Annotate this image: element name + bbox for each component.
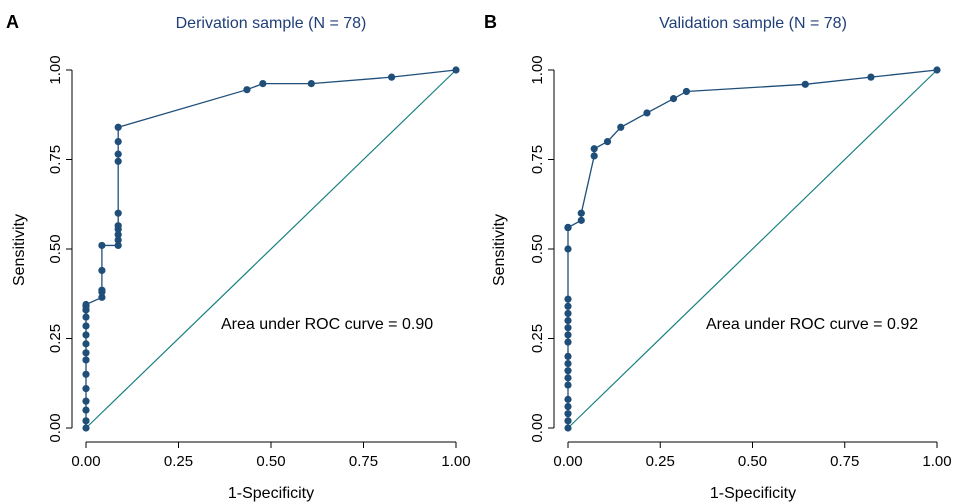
roc-point bbox=[82, 385, 90, 393]
roc-point bbox=[82, 300, 90, 309]
roc-point bbox=[259, 80, 267, 88]
roc-point bbox=[452, 66, 460, 74]
roc-point bbox=[564, 410, 572, 418]
roc-point bbox=[590, 152, 598, 160]
ylabel: Sensitivity bbox=[491, 214, 508, 286]
reference-diagonal bbox=[567, 69, 938, 429]
panel-label: A bbox=[6, 12, 19, 32]
y-tick-label: 0.25 bbox=[47, 324, 64, 353]
roc-point bbox=[82, 424, 90, 432]
roc-point bbox=[564, 381, 572, 389]
roc-point bbox=[564, 223, 572, 232]
roc-point bbox=[114, 157, 122, 165]
roc-point bbox=[801, 80, 809, 88]
y-tick-label: 0.25 bbox=[529, 324, 546, 353]
panel-b: B Validation sample (N = 78) Sensitivity… bbox=[478, 0, 956, 504]
roc-point bbox=[114, 138, 122, 146]
x-tick-label: 1.00 bbox=[441, 453, 470, 470]
roc-point bbox=[564, 245, 572, 253]
chart-title: Validation sample (N = 78) bbox=[659, 15, 847, 32]
roc-point bbox=[243, 86, 251, 94]
roc-point bbox=[307, 80, 315, 88]
roc-point bbox=[82, 340, 90, 348]
y-tick-label: 1.00 bbox=[529, 55, 546, 84]
roc-point bbox=[82, 322, 90, 330]
auc-annotation: Area under ROC curve = 0.90 bbox=[221, 316, 433, 333]
roc-point bbox=[98, 286, 106, 294]
x-tick-label: 0.50 bbox=[256, 453, 285, 470]
y-tick-label: 0.75 bbox=[47, 145, 64, 174]
roc-point bbox=[933, 66, 941, 74]
roc-point bbox=[617, 123, 625, 131]
roc-point bbox=[82, 397, 90, 405]
y-tick-label: 0.00 bbox=[47, 413, 64, 442]
roc-point bbox=[388, 73, 396, 81]
xlabel: 1-Specificity bbox=[228, 485, 314, 502]
roc-point bbox=[82, 356, 90, 364]
y-tick-label: 0.75 bbox=[529, 145, 546, 174]
roc-point bbox=[82, 417, 90, 425]
roc-point bbox=[590, 145, 598, 153]
roc-point bbox=[114, 123, 122, 131]
xlabel: 1-Specificity bbox=[710, 485, 796, 502]
reference-diagonal bbox=[85, 69, 457, 429]
roc-point bbox=[564, 424, 572, 432]
roc-point bbox=[669, 95, 678, 103]
x-tick-label: 0.25 bbox=[164, 453, 193, 470]
roc-point bbox=[82, 331, 90, 339]
roc-point bbox=[564, 324, 572, 332]
roc-point bbox=[564, 374, 572, 382]
x-tick-label: 0.75 bbox=[349, 453, 378, 470]
roc-point bbox=[564, 331, 572, 339]
roc-point bbox=[564, 302, 572, 310]
panel-a: A Derivation sample (N = 78) Sensitivity… bbox=[6, 12, 471, 502]
roc-point bbox=[564, 417, 572, 425]
roc-point bbox=[564, 317, 572, 325]
roc-point bbox=[603, 138, 612, 146]
roc-point bbox=[682, 87, 691, 96]
roc-point bbox=[114, 150, 122, 158]
panel-label: B bbox=[484, 12, 497, 32]
roc-point bbox=[114, 236, 122, 244]
roc-point bbox=[114, 222, 122, 230]
y-tick-label: 0.50 bbox=[47, 234, 64, 263]
x-tick-label: 1.00 bbox=[922, 453, 951, 470]
roc-point bbox=[577, 216, 585, 224]
chart-title: Derivation sample (N = 78) bbox=[176, 15, 367, 32]
roc-point bbox=[564, 367, 572, 375]
roc-chart-validation: B Validation sample (N = 78) Sensitivity… bbox=[484, 12, 952, 502]
roc-point bbox=[564, 309, 572, 318]
roc-point bbox=[564, 402, 572, 411]
roc-point bbox=[82, 370, 90, 378]
ylabel: Sensitivity bbox=[11, 214, 28, 286]
roc-point bbox=[564, 295, 572, 303]
y-tick-label: 0.00 bbox=[529, 413, 546, 442]
roc-point bbox=[867, 73, 875, 81]
roc-point bbox=[564, 359, 572, 368]
y-tick-label: 0.50 bbox=[529, 234, 546, 263]
roc-point bbox=[564, 352, 572, 360]
roc-point bbox=[114, 209, 122, 217]
x-tick-label: 0.75 bbox=[830, 453, 859, 470]
roc-point bbox=[114, 241, 122, 250]
roc-point bbox=[564, 338, 572, 346]
x-tick-label: 0.25 bbox=[646, 453, 675, 470]
roc-point bbox=[98, 266, 106, 275]
roc-point bbox=[98, 293, 106, 301]
roc-point bbox=[577, 209, 585, 217]
y-tick-label: 1.00 bbox=[47, 55, 64, 84]
roc-chart-derivation: A Derivation sample (N = 78) Sensitivity… bbox=[6, 12, 471, 502]
roc-point bbox=[82, 313, 90, 321]
roc-point bbox=[564, 395, 572, 403]
x-tick-label: 0.00 bbox=[553, 453, 582, 470]
roc-point bbox=[98, 241, 106, 250]
x-tick-label: 0.00 bbox=[71, 453, 100, 470]
roc-point bbox=[82, 406, 90, 414]
roc-point bbox=[643, 109, 651, 117]
auc-annotation: Area under ROC curve = 0.92 bbox=[706, 316, 918, 333]
roc-point bbox=[82, 349, 90, 357]
x-tick-label: 0.50 bbox=[738, 453, 767, 470]
roc-point bbox=[114, 231, 122, 239]
